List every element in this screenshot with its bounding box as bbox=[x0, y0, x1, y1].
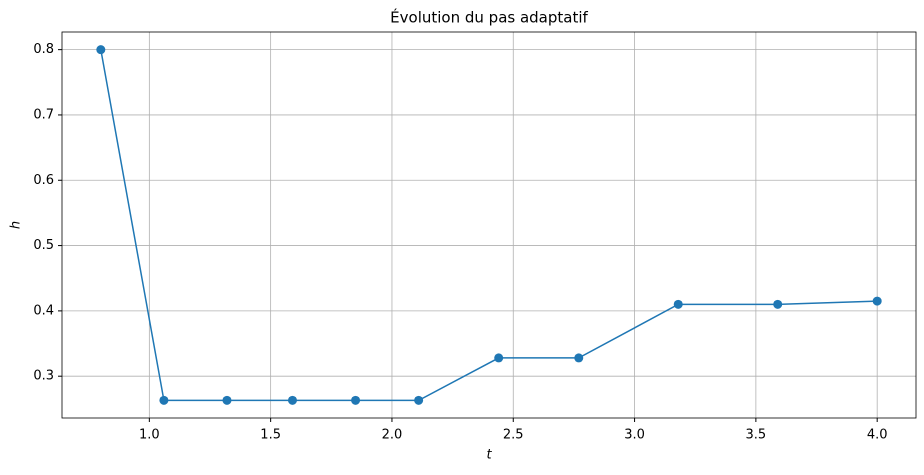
marker bbox=[159, 395, 169, 405]
line bbox=[100, 49, 878, 402]
plot-frame bbox=[61, 31, 917, 419]
marker bbox=[494, 353, 504, 363]
x-tick-label: 3.5 bbox=[746, 428, 767, 443]
x-axis-label: t bbox=[486, 448, 492, 463]
marker bbox=[287, 395, 297, 405]
x-tick-label: 2.5 bbox=[503, 428, 524, 443]
marker bbox=[96, 45, 106, 55]
marker bbox=[773, 299, 783, 309]
y-tick-label: 0.4 bbox=[33, 303, 54, 318]
x-tick-label: 2.0 bbox=[382, 428, 403, 443]
y-axis-label: h bbox=[9, 221, 24, 229]
marker bbox=[574, 353, 584, 363]
marker bbox=[414, 395, 424, 405]
x-tick-label: 1.0 bbox=[139, 428, 160, 443]
chart-title: Évolution du pas adaptatif bbox=[390, 8, 588, 27]
y-tick-label: 0.5 bbox=[33, 238, 54, 253]
marker bbox=[673, 299, 683, 309]
x-tick-label: 4.0 bbox=[867, 428, 888, 443]
y-tick-label: 0.7 bbox=[33, 107, 54, 122]
y-tick-label: 0.3 bbox=[33, 369, 54, 384]
marker bbox=[872, 296, 882, 306]
marker bbox=[351, 395, 361, 405]
marker bbox=[222, 395, 232, 405]
y-tick-label: 0.6 bbox=[33, 173, 54, 188]
y-tick-label: 0.8 bbox=[33, 42, 54, 57]
x-tick-label: 1.5 bbox=[260, 428, 281, 443]
x-tick-label: 3.0 bbox=[624, 428, 645, 443]
